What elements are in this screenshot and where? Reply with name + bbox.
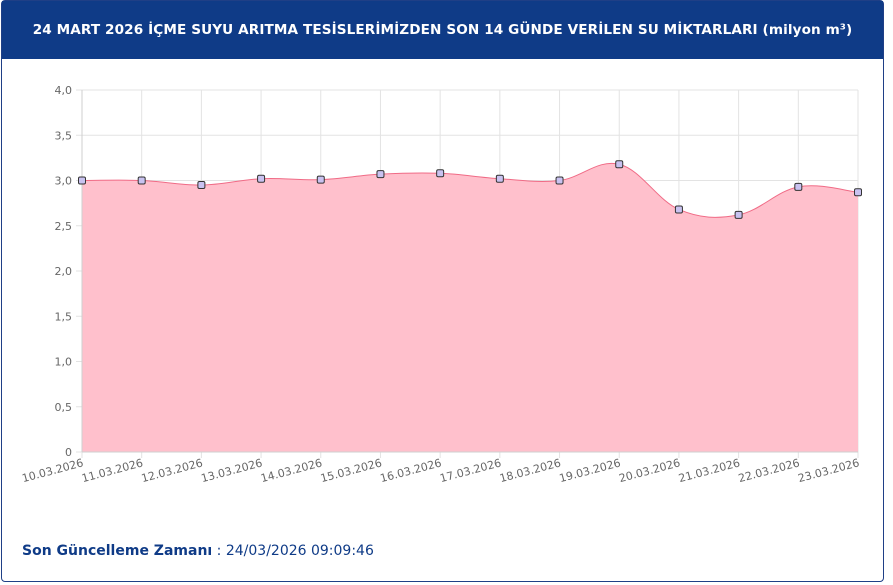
data-point <box>495 174 504 183</box>
area-chart: 0 0,5 1,0 1,5 2,0 2,5 3,0 3,5 4,0 10.03.202611.03… <box>21 84 862 485</box>
data-point <box>794 182 803 191</box>
data-point <box>137 176 146 185</box>
data-point <box>854 188 862 197</box>
chart-area: 0 0,5 1,0 1,5 2,0 2,5 3,0 3,5 4,0 10.03.2026 11.03… <box>0 58 893 528</box>
y-tick-label: 4,0 <box>55 84 73 97</box>
y-tick-label: 1,0 <box>55 356 73 369</box>
data-point <box>78 176 86 185</box>
data-point <box>257 174 266 183</box>
x-tick-label: 14.03.2026 <box>259 456 323 485</box>
y-tick-label: 3,5 <box>55 129 73 142</box>
x-tick-label: 16.03.2026 <box>379 456 443 485</box>
y-tick-label: 2,0 <box>55 265 73 278</box>
last-update-label: Son Güncelleme Zamanı <box>22 543 213 559</box>
y-tick-label: 0 <box>65 446 72 459</box>
x-tick-label: 13.03.2026 <box>200 456 264 485</box>
data-point <box>615 160 624 169</box>
x-tick-label: 17.03.2026 <box>438 456 502 485</box>
x-tick-label: 18.03.2026 <box>498 456 562 485</box>
data-point <box>555 176 564 185</box>
x-tick-label: 21.03.2026 <box>677 456 741 485</box>
y-tick-label: 2,5 <box>55 220 73 233</box>
x-tick-label: 22.03.2026 <box>737 456 801 485</box>
x-tick-label: 19.03.2026 <box>558 456 622 485</box>
y-tick-label: 0,5 <box>55 401 73 414</box>
data-point <box>197 181 206 190</box>
x-tick-label: 20.03.2026 <box>617 456 681 485</box>
data-point <box>674 205 683 214</box>
x-tick-label: 11.03.2026 <box>80 456 144 485</box>
last-update-separator: : <box>212 543 226 559</box>
x-tick-label: 10.03.2026 <box>21 456 85 485</box>
data-point <box>734 210 743 219</box>
last-update: Son Güncelleme Zamanı : 24/03/2026 09:09… <box>22 543 374 559</box>
chart-title: 24 MART 2026 İÇME SUYU ARITMA TESİSLERİM… <box>32 22 853 38</box>
y-tick-label: 1,5 <box>55 310 73 323</box>
chart-title-bar: 24 MART 2026 İÇME SUYU ARITMA TESİSLERİM… <box>2 1 883 59</box>
data-point <box>436 169 445 178</box>
area-fill <box>82 163 858 452</box>
last-update-timestamp: 24/03/2026 09:09:46 <box>225 543 374 559</box>
data-point <box>376 170 385 179</box>
x-tick-label: 15.03.2026 <box>319 456 383 485</box>
x-tick-label: 23.03.2026 <box>797 456 861 485</box>
x-tick-label: 12.03.2026 <box>140 456 204 485</box>
y-tick-label: 3,0 <box>55 175 73 188</box>
data-point <box>316 175 325 184</box>
